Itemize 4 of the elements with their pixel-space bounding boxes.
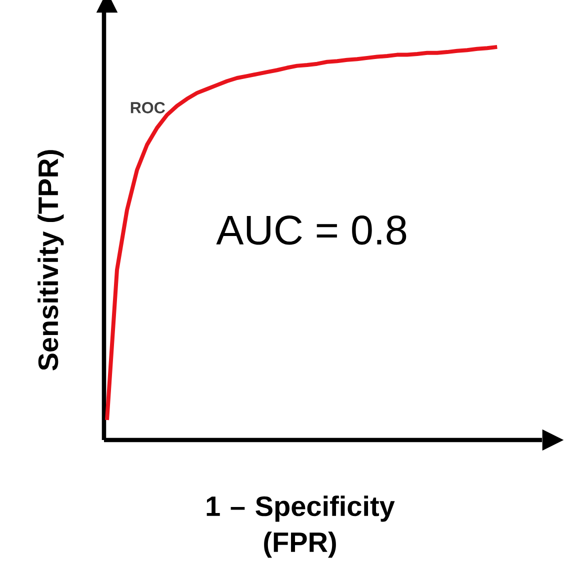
annotation: AUC = 0.8 bbox=[216, 216, 406, 245]
x-axis-title: 1 – Specificity (FPR) bbox=[206, 496, 395, 558]
y-axis-title: Sensitivity (TPR) bbox=[38, 150, 64, 370]
series-label: ROC bbox=[130, 102, 165, 114]
